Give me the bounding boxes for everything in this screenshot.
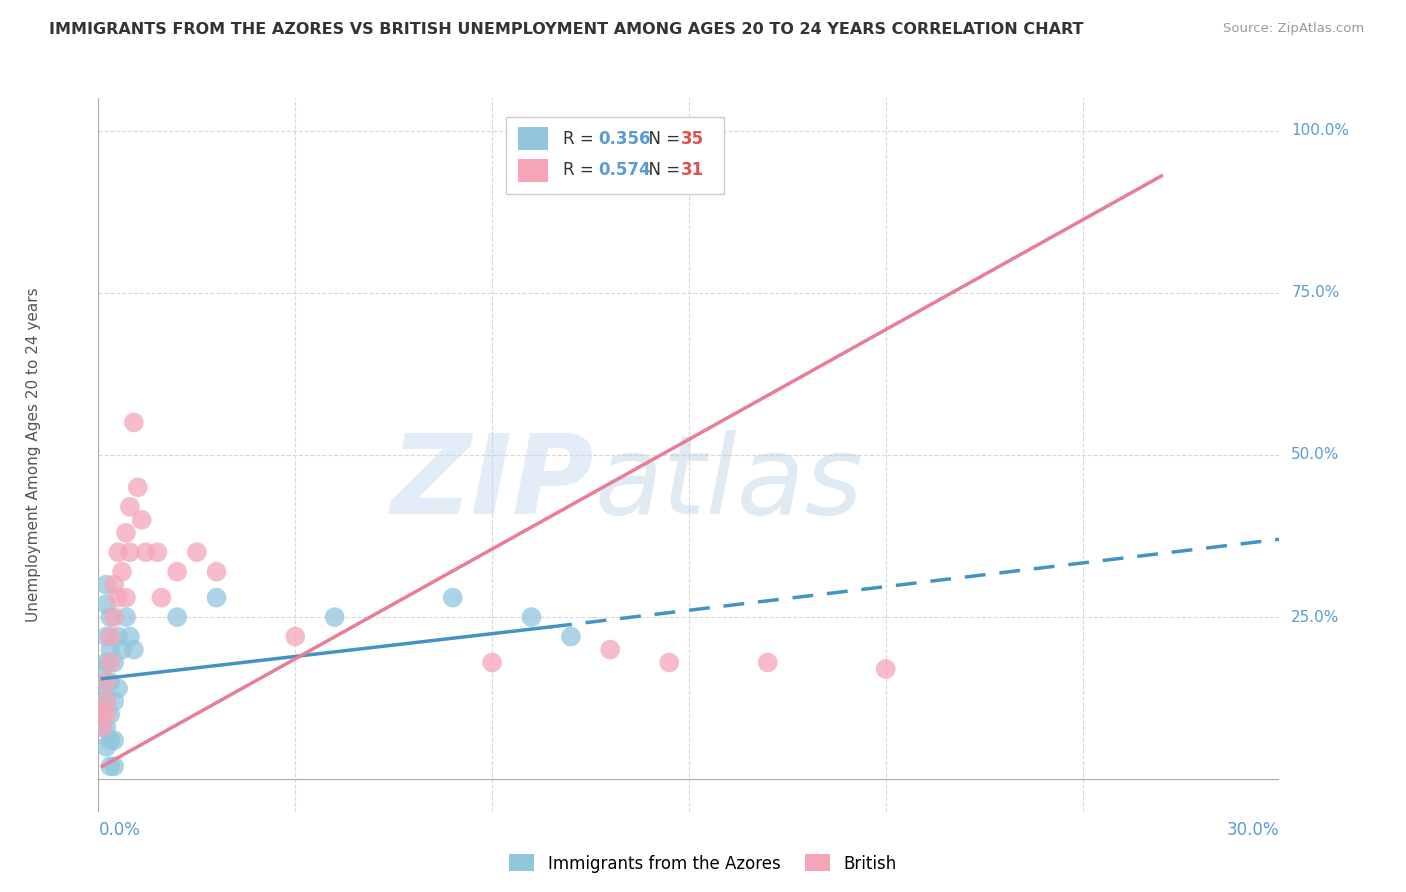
Text: 75.0%: 75.0%: [1291, 285, 1340, 301]
Point: [98, 630, 121, 644]
Point: [150, 591, 173, 605]
Point: [115, 591, 138, 605]
Point: [103, 577, 125, 591]
Point: [131, 513, 153, 527]
Point: [98, 675, 121, 690]
Point: [481, 656, 503, 670]
Point: [91, 681, 114, 696]
Point: [98, 610, 121, 624]
Point: [520, 610, 543, 624]
Point: [91, 707, 114, 722]
Point: [118, 500, 141, 514]
Point: [146, 545, 169, 559]
Text: 35: 35: [681, 130, 704, 148]
Text: R =: R =: [562, 161, 599, 179]
Point: [96, 577, 118, 591]
Point: [96, 707, 118, 722]
Point: [107, 630, 129, 644]
Text: IMMIGRANTS FROM THE AZORES VS BRITISH UNEMPLOYMENT AMONG AGES 20 TO 24 YEARS COR: IMMIGRANTS FROM THE AZORES VS BRITISH UN…: [49, 22, 1084, 37]
Point: [91, 707, 114, 722]
Point: [91, 720, 114, 734]
Point: [98, 733, 121, 747]
Point: [205, 591, 228, 605]
FancyBboxPatch shape: [517, 159, 548, 182]
Text: N =: N =: [638, 161, 686, 179]
Point: [122, 642, 145, 657]
Point: [115, 610, 138, 624]
Point: [118, 545, 141, 559]
Point: [658, 656, 681, 670]
Point: [91, 694, 114, 708]
Point: [599, 642, 621, 657]
Point: [96, 630, 118, 644]
Point: [98, 642, 121, 657]
Text: Source: ZipAtlas.com: Source: ZipAtlas.com: [1223, 22, 1364, 36]
FancyBboxPatch shape: [506, 118, 724, 194]
Text: atlas: atlas: [595, 430, 863, 537]
Point: [115, 525, 138, 540]
Point: [103, 759, 125, 773]
Point: [135, 545, 157, 559]
Point: [103, 656, 125, 670]
Point: [186, 545, 208, 559]
Point: [107, 545, 129, 559]
Text: Unemployment Among Ages 20 to 24 years: Unemployment Among Ages 20 to 24 years: [25, 287, 41, 623]
Point: [98, 707, 121, 722]
Text: N =: N =: [638, 130, 686, 148]
FancyBboxPatch shape: [517, 128, 548, 150]
Text: 50.0%: 50.0%: [1291, 448, 1340, 462]
Point: [205, 565, 228, 579]
Point: [103, 694, 125, 708]
Point: [96, 675, 118, 690]
Point: [107, 591, 129, 605]
Text: 0.574: 0.574: [598, 161, 651, 179]
Point: [98, 759, 121, 773]
Text: ZIP: ZIP: [391, 430, 595, 537]
Point: [441, 591, 464, 605]
Point: [96, 739, 118, 754]
Point: [560, 630, 582, 644]
Legend: Immigrants from the Azores, British: Immigrants from the Azores, British: [502, 847, 904, 880]
Point: [111, 565, 134, 579]
Point: [323, 610, 346, 624]
Point: [122, 416, 145, 430]
Point: [111, 642, 134, 657]
Point: [756, 656, 779, 670]
Text: 25.0%: 25.0%: [1291, 609, 1340, 624]
Text: 30.0%: 30.0%: [1227, 822, 1279, 839]
Point: [875, 662, 897, 676]
Text: 0.0%: 0.0%: [98, 822, 141, 839]
Point: [96, 675, 118, 690]
Point: [284, 630, 307, 644]
Point: [96, 597, 118, 611]
Point: [96, 720, 118, 734]
Text: 0.356: 0.356: [598, 130, 651, 148]
Text: R =: R =: [562, 130, 599, 148]
Point: [96, 694, 118, 708]
Point: [91, 662, 114, 676]
Point: [166, 610, 188, 624]
Point: [166, 565, 188, 579]
Point: [103, 610, 125, 624]
Point: [96, 694, 118, 708]
Text: 31: 31: [681, 161, 704, 179]
Point: [96, 656, 118, 670]
Point: [103, 733, 125, 747]
Point: [91, 720, 114, 734]
Point: [118, 630, 141, 644]
Point: [107, 681, 129, 696]
Text: 100.0%: 100.0%: [1291, 123, 1350, 138]
Point: [127, 480, 149, 494]
Point: [98, 656, 121, 670]
